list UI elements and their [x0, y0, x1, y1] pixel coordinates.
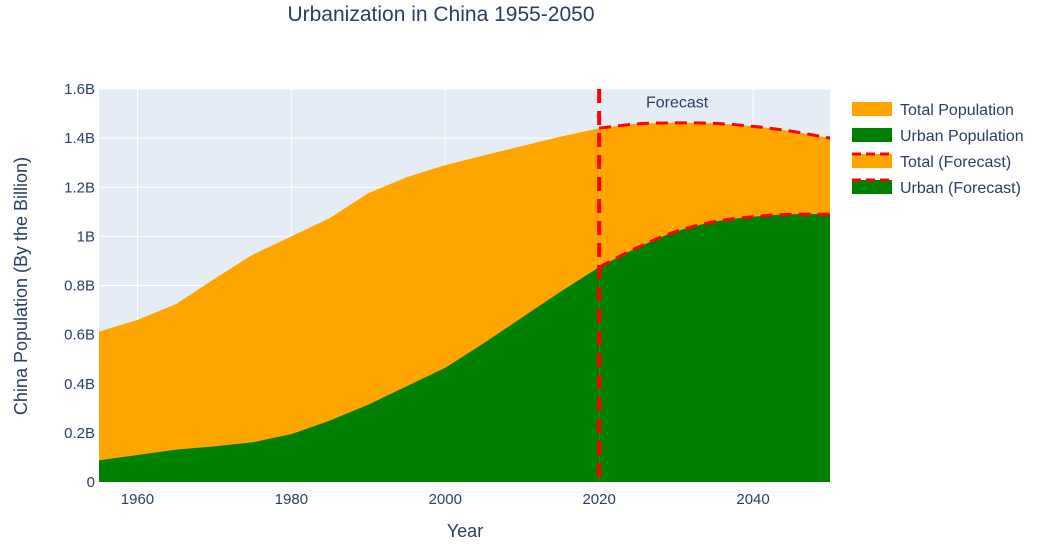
legend-swatch: [852, 180, 892, 194]
forecast-annotation: Forecast: [646, 94, 709, 111]
y-tick-label: 1.2B: [64, 179, 95, 196]
areas: [99, 122, 830, 483]
total-forecast-line: [598, 121, 831, 140]
y-tick-label: 1.4B: [64, 130, 95, 147]
forecast-lines: [597, 89, 831, 482]
y-axis-title: China Population (By the Billion): [11, 157, 31, 415]
x-tick-label: 2000: [429, 491, 462, 508]
x-tick-label: 2020: [582, 491, 615, 508]
y-tick-label: 0: [87, 474, 95, 491]
legend-label: Total (Forecast): [900, 154, 1011, 171]
legend-item-total-forecast[interactable]: Total (Forecast): [852, 152, 1011, 171]
legend-swatch: [852, 102, 892, 116]
legend-item-urban-population[interactable]: Urban Population: [852, 128, 1024, 145]
legend-item-urban-forecast[interactable]: Urban (Forecast): [852, 178, 1021, 197]
legend-swatch: [852, 128, 892, 142]
legend-label: Total Population: [900, 102, 1014, 119]
y-axis-ticks: 0 0.2B 0.4B 0.6B 0.8B 1B 1.2B 1.4B 1.6B: [64, 81, 95, 491]
x-tick-label: 1980: [275, 491, 308, 508]
urban-forecast-area: [599, 214, 830, 483]
chart-title: Urbanization in China 1955-2050: [287, 3, 594, 26]
annotations: Forecast: [646, 94, 709, 111]
y-tick-label: 0.2B: [64, 425, 95, 442]
legend-item-total-population[interactable]: Total Population: [852, 102, 1014, 119]
y-tick-label: 0.8B: [64, 278, 95, 295]
x-tick-label: 2040: [736, 491, 769, 508]
legend-label: Urban Population: [900, 128, 1024, 145]
x-tick-label: 1960: [121, 491, 154, 508]
y-tick-label: 1B: [77, 228, 95, 245]
x-axis-ticks: 1960 1980 2000 2020 2040: [121, 491, 770, 508]
urban-population-area: [99, 267, 600, 482]
legend[interactable]: Total Population Urban Population Total (F…: [852, 102, 1024, 197]
legend-swatch: [852, 154, 892, 168]
legend-label: Urban (Forecast): [900, 180, 1021, 197]
y-tick-label: 1.6B: [64, 81, 95, 98]
x-axis-title: Year: [447, 521, 483, 541]
urban-forecast-line: [598, 212, 831, 269]
y-tick-label: 0.6B: [64, 327, 95, 344]
y-tick-label: 0.4B: [64, 376, 95, 393]
